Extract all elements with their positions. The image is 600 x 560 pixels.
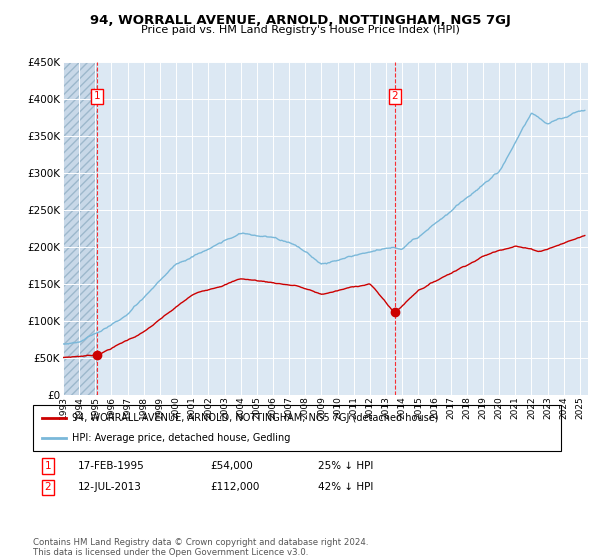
Text: HPI: Average price, detached house, Gedling: HPI: Average price, detached house, Gedl… — [72, 433, 290, 443]
Text: 42% ↓ HPI: 42% ↓ HPI — [318, 482, 373, 492]
Bar — [63, 62, 97, 395]
Text: 12-JUL-2013: 12-JUL-2013 — [78, 482, 142, 492]
Text: £112,000: £112,000 — [210, 482, 259, 492]
Text: 1: 1 — [44, 461, 52, 471]
Text: 94, WORRALL AVENUE, ARNOLD, NOTTINGHAM, NG5 7GJ (detached house): 94, WORRALL AVENUE, ARNOLD, NOTTINGHAM, … — [72, 413, 439, 423]
Text: £54,000: £54,000 — [210, 461, 253, 471]
Text: 1: 1 — [94, 91, 101, 101]
Text: 2: 2 — [391, 91, 398, 101]
Text: Contains HM Land Registry data © Crown copyright and database right 2024.
This d: Contains HM Land Registry data © Crown c… — [33, 538, 368, 557]
Text: 25% ↓ HPI: 25% ↓ HPI — [318, 461, 373, 471]
Text: 2: 2 — [44, 482, 52, 492]
Text: 94, WORRALL AVENUE, ARNOLD, NOTTINGHAM, NG5 7GJ: 94, WORRALL AVENUE, ARNOLD, NOTTINGHAM, … — [89, 14, 511, 27]
Bar — [63, 62, 97, 395]
Text: Price paid vs. HM Land Registry's House Price Index (HPI): Price paid vs. HM Land Registry's House … — [140, 25, 460, 35]
Text: 17-FEB-1995: 17-FEB-1995 — [78, 461, 145, 471]
